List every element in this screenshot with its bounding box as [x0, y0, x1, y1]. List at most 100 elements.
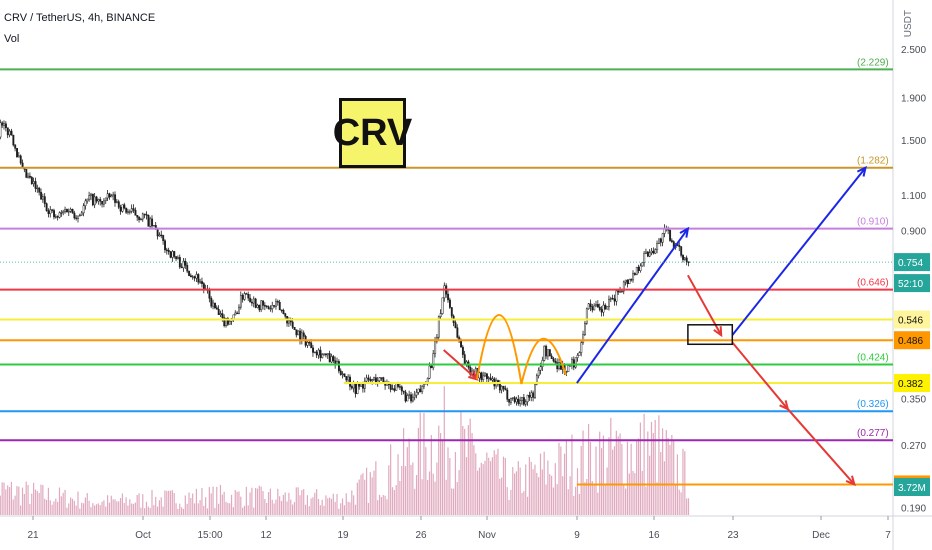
trend-arrow[interactable] [731, 341, 789, 410]
candle-body [456, 327, 459, 338]
volume-bar [612, 449, 614, 515]
candle-body [269, 308, 272, 310]
volume-bar [216, 486, 218, 515]
candle-body [680, 246, 683, 256]
volume-bar [123, 502, 125, 515]
candle-body [643, 253, 646, 263]
candle-body [227, 318, 229, 325]
candle-body [188, 270, 191, 276]
volume-bar [90, 507, 92, 515]
volume-bar [267, 492, 270, 515]
candle-body [419, 388, 422, 393]
volume-bar [669, 444, 671, 515]
candle-body [138, 216, 141, 220]
volume-bar [290, 499, 292, 515]
volume-bar [632, 470, 634, 515]
trend-arrow[interactable] [443, 349, 478, 381]
volume-bar [584, 482, 586, 515]
volume-bar [151, 489, 153, 515]
candle-body [530, 392, 533, 398]
volume-bar [349, 502, 351, 515]
volume-bar [615, 430, 617, 515]
volume-bar [34, 489, 37, 515]
candle-body [256, 304, 259, 308]
candle-body [585, 308, 588, 324]
wave-curve[interactable] [476, 314, 567, 385]
volume-bar [134, 502, 136, 515]
candle-body [615, 290, 618, 302]
candle-body [463, 354, 466, 365]
volume-bar [101, 501, 103, 515]
volume-bar [650, 421, 653, 515]
volume-bar [314, 492, 316, 515]
trend-arrow[interactable] [687, 274, 723, 336]
volume-bar [7, 485, 9, 515]
volume-bar [219, 484, 222, 515]
candle-body [289, 320, 292, 323]
crv-annotation-box[interactable]: CRV [333, 98, 412, 168]
candle-body [532, 392, 535, 398]
candle-body [399, 386, 401, 388]
target-box[interactable] [687, 324, 734, 346]
volume-bar [658, 415, 660, 515]
volume-bar [293, 502, 296, 515]
candle-body [293, 327, 296, 330]
arrow-head [713, 326, 723, 338]
candle-body [363, 380, 366, 389]
candle-body [646, 251, 649, 257]
trend-arrow[interactable] [731, 167, 867, 336]
volume-bar [417, 427, 419, 515]
candle-body [130, 208, 133, 212]
volume-bar [199, 500, 201, 515]
volume-bar [510, 489, 512, 515]
volume-bar [643, 413, 645, 515]
volume-bar [203, 505, 205, 515]
candle-body [132, 208, 135, 211]
candle-body [147, 214, 150, 227]
volume-bar [604, 483, 606, 515]
x-tick-label: 23 [727, 530, 739, 541]
trend-arrow[interactable] [576, 228, 689, 384]
volume-bar [25, 481, 27, 515]
arrow-head [779, 400, 790, 411]
volume-bar [497, 448, 499, 515]
volume-bar [621, 444, 623, 515]
volume-bar [92, 503, 94, 515]
volume-bar [452, 488, 455, 515]
volume-bar [297, 487, 299, 515]
volume-bar [336, 493, 338, 515]
candle-body [343, 373, 346, 377]
volume-bar [477, 470, 479, 515]
candle-body [630, 279, 633, 281]
volume-bar [599, 431, 601, 515]
candle-body [550, 355, 553, 359]
candle-body [90, 193, 92, 196]
candle-body [252, 298, 255, 304]
candle-body [153, 225, 155, 227]
candle-body [572, 359, 575, 368]
volume-indicator-label[interactable]: Vol [4, 33, 20, 45]
volume-bar [554, 463, 556, 515]
volume-bar [103, 500, 105, 515]
volume-bar [408, 438, 410, 515]
candle-body [395, 383, 398, 391]
volume-bar [489, 461, 492, 515]
volume-bar [321, 499, 323, 515]
level-label: (0.424) [857, 352, 889, 363]
volume-bar [177, 508, 179, 515]
volume-bar [662, 428, 664, 515]
volume-bar [406, 447, 408, 515]
volume-bar [327, 498, 329, 515]
volume-bar [443, 386, 445, 515]
volume-bar [79, 508, 81, 515]
candle-body [49, 209, 52, 214]
candle-body [12, 134, 15, 146]
volume-bar [334, 501, 336, 515]
trend-arrow[interactable] [787, 408, 856, 486]
candle-body [521, 397, 524, 402]
volume-bar [144, 508, 146, 515]
candle-body [6, 127, 9, 136]
candle-body [489, 377, 492, 381]
